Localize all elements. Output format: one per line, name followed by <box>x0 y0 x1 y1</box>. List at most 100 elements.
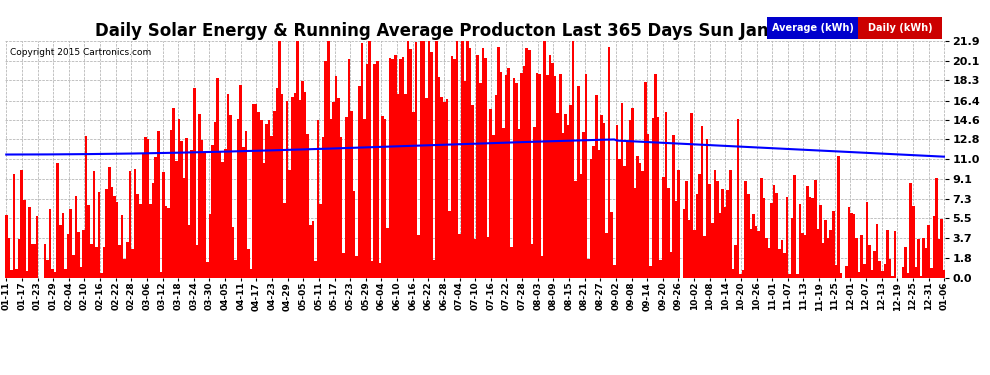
Bar <box>938 239 940 278</box>
Bar <box>273 111 275 278</box>
Bar <box>283 203 286 278</box>
Bar <box>134 169 137 278</box>
Bar <box>920 276 923 278</box>
Bar <box>455 41 458 278</box>
Bar <box>873 252 876 278</box>
Bar <box>18 239 21 278</box>
Bar <box>515 82 518 278</box>
Bar <box>26 271 28 278</box>
Bar <box>688 220 690 278</box>
Bar <box>719 213 722 278</box>
Bar <box>742 270 744 278</box>
Bar <box>386 228 389 278</box>
Bar <box>722 189 724 278</box>
Bar <box>371 261 373 278</box>
Bar <box>613 265 616 278</box>
Bar <box>523 66 526 278</box>
Bar <box>569 105 572 278</box>
Bar <box>376 61 378 278</box>
Bar <box>917 239 920 278</box>
Bar <box>871 270 873 278</box>
Bar <box>61 213 64 278</box>
Bar <box>693 230 696 278</box>
Bar <box>672 135 675 278</box>
Bar <box>513 78 515 278</box>
Bar <box>428 41 430 278</box>
Bar <box>711 223 714 278</box>
Bar <box>278 41 280 278</box>
Bar <box>132 249 134 278</box>
Bar <box>508 68 510 278</box>
Bar <box>59 225 61 278</box>
Bar <box>111 187 113 278</box>
Bar <box>830 230 832 278</box>
Bar <box>441 97 443 278</box>
Bar <box>82 230 85 278</box>
Bar <box>92 171 95 278</box>
Bar <box>611 212 613 278</box>
Bar <box>347 58 350 278</box>
Bar <box>183 178 185 278</box>
Bar <box>616 125 618 278</box>
Bar <box>423 41 425 278</box>
Bar <box>66 234 69 278</box>
Bar <box>436 41 438 278</box>
Bar <box>365 64 368 278</box>
Bar <box>417 234 420 278</box>
Bar <box>528 50 531 278</box>
Bar <box>106 189 108 278</box>
Bar <box>566 125 569 278</box>
Bar <box>216 78 219 278</box>
Bar <box>286 101 288 278</box>
Bar <box>812 198 814 278</box>
Bar <box>185 138 188 278</box>
Bar <box>389 57 391 278</box>
Bar <box>260 120 262 278</box>
Bar <box>330 119 333 278</box>
Bar <box>709 184 711 278</box>
Bar <box>124 259 126 278</box>
Bar <box>53 272 56 278</box>
Bar <box>940 219 942 278</box>
Bar <box>822 243 825 278</box>
Bar <box>44 244 47 278</box>
Bar <box>100 273 103 278</box>
Bar <box>521 73 523 278</box>
Bar <box>868 244 871 278</box>
Bar <box>840 273 842 278</box>
Bar <box>296 41 299 278</box>
Bar <box>936 178 938 278</box>
Bar <box>634 188 637 278</box>
Bar <box>214 122 216 278</box>
Bar <box>453 59 455 278</box>
Bar <box>804 235 806 278</box>
Bar <box>31 244 34 278</box>
Bar <box>564 114 566 278</box>
Bar <box>242 147 245 278</box>
Bar <box>489 109 492 278</box>
Bar <box>177 118 180 278</box>
Bar <box>64 268 66 278</box>
Bar <box>858 272 860 278</box>
Bar <box>855 238 858 278</box>
Bar <box>539 74 541 278</box>
Bar <box>219 152 222 278</box>
Bar <box>232 226 235 278</box>
Bar <box>886 231 889 278</box>
Bar <box>760 178 762 278</box>
Bar <box>773 184 775 278</box>
Bar <box>463 81 466 278</box>
Bar <box>696 194 698 278</box>
Bar <box>852 214 855 278</box>
Bar <box>394 55 397 278</box>
Bar <box>74 196 77 278</box>
Bar <box>280 94 283 278</box>
Bar <box>248 249 249 278</box>
Bar <box>770 203 773 278</box>
Bar <box>425 98 428 278</box>
Bar <box>762 198 765 278</box>
Bar <box>446 99 448 278</box>
Bar <box>325 61 327 278</box>
Bar <box>28 207 31 278</box>
Bar <box>548 55 551 278</box>
